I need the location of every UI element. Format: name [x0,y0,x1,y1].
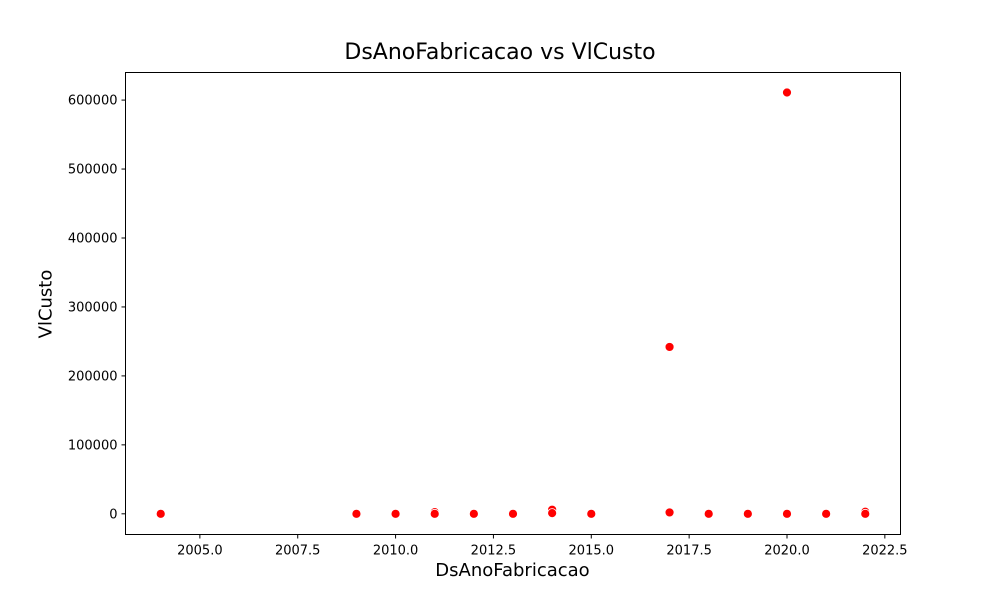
x-tick-label: 2015.0 [569,544,615,559]
data-point [429,508,440,519]
y-tick-label: 0 [109,507,117,522]
x-tick-label: 2022.5 [862,544,908,559]
data-point [468,508,479,519]
data-point [782,508,792,519]
y-tick-label: 100000 [68,438,118,453]
data-point [664,507,675,518]
data-points [155,87,871,519]
y-axis-ticks: 0 100000 200000 300000 400000 500000 600000 [68,94,126,522]
y-tick-label: 300000 [68,300,118,315]
y-axis-label: VlCusto [35,269,57,339]
data-point [742,508,753,519]
data-point [664,342,675,352]
y-tick-label: 200000 [68,369,118,384]
x-axis-ticks: 2005.0 2007.5 2010.0 2012.5 2015.0 2017.5 2020… [177,534,908,559]
data-point [703,508,714,519]
data-point [508,508,518,519]
y-tick-label: 400000 [68,231,118,246]
plot-area-frame [125,72,901,535]
data-point [860,508,871,519]
x-tick-label: 2017.5 [666,544,712,559]
data-point [586,508,597,519]
x-axis-label: DsAnoFabricacao [435,560,590,581]
x-tick-label: 2007.5 [275,544,321,559]
data-point [547,508,558,519]
chart-title: DsAnoFabricacao vs VlCusto [344,40,656,65]
data-point [821,508,832,519]
data-point [782,87,792,98]
x-tick-label: 2012.5 [471,544,517,559]
x-tick-label: 2020.0 [764,544,810,559]
x-tick-label: 2005.0 [177,544,223,559]
data-point [390,508,401,519]
data-point [155,508,166,519]
y-tick-label: 600000 [68,94,118,109]
data-point [351,508,362,519]
y-tick-label: 500000 [68,163,118,178]
x-tick-label: 2010.0 [373,544,419,559]
